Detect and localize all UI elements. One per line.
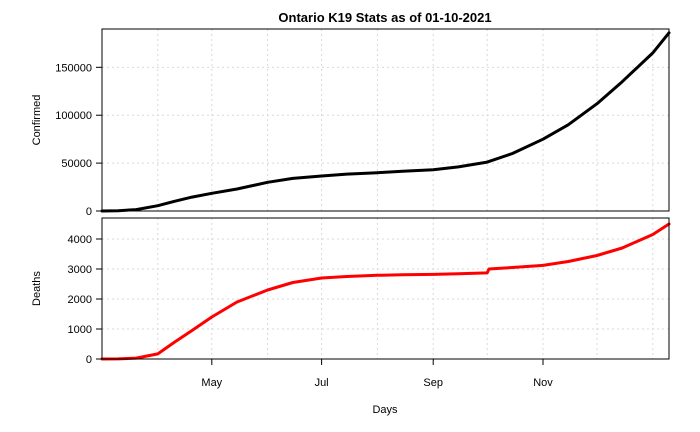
confirmed-y-tick-label: 50000	[61, 158, 92, 170]
deaths-y-tick-label: 4000	[68, 234, 92, 246]
x-tick-label: May	[201, 377, 222, 389]
confirmed-y-tick-label: 150000	[55, 62, 92, 74]
deaths-plot-frame	[101, 217, 670, 360]
deaths-y-tick-label: 0	[86, 354, 92, 366]
confirmed-y-tick-label: 100000	[55, 110, 92, 122]
x-tick-label: Nov	[533, 377, 553, 389]
confirmed-y-tick-label: 0	[86, 206, 92, 218]
deaths-y-tick-label: 1000	[68, 324, 92, 336]
deaths-y-tick-label: 2000	[68, 294, 92, 306]
confirmed-panel: 0 50000 100000 150000 Confirmed	[31, 28, 671, 218]
deaths-series-line	[100, 222, 671, 361]
x-tick-label: Jul	[315, 377, 329, 389]
deaths-panel: 0 1000 2000 3000 4000 Deaths	[31, 217, 671, 366]
x-tick-label: Sep	[423, 377, 443, 389]
confirmed-y-axis-label: Confirmed	[31, 95, 43, 146]
deaths-y-axis-label: Deaths	[31, 271, 43, 306]
chart-title: Ontario K19 Stats as of 01-10-2021	[278, 10, 491, 25]
confirmed-plot-frame	[101, 28, 670, 212]
x-axis-label: Days	[372, 404, 398, 416]
x-axis: May Jul Sep Nov	[201, 359, 553, 389]
deaths-y-tick-label: 3000	[68, 264, 92, 276]
confirmed-series-line	[100, 31, 671, 213]
